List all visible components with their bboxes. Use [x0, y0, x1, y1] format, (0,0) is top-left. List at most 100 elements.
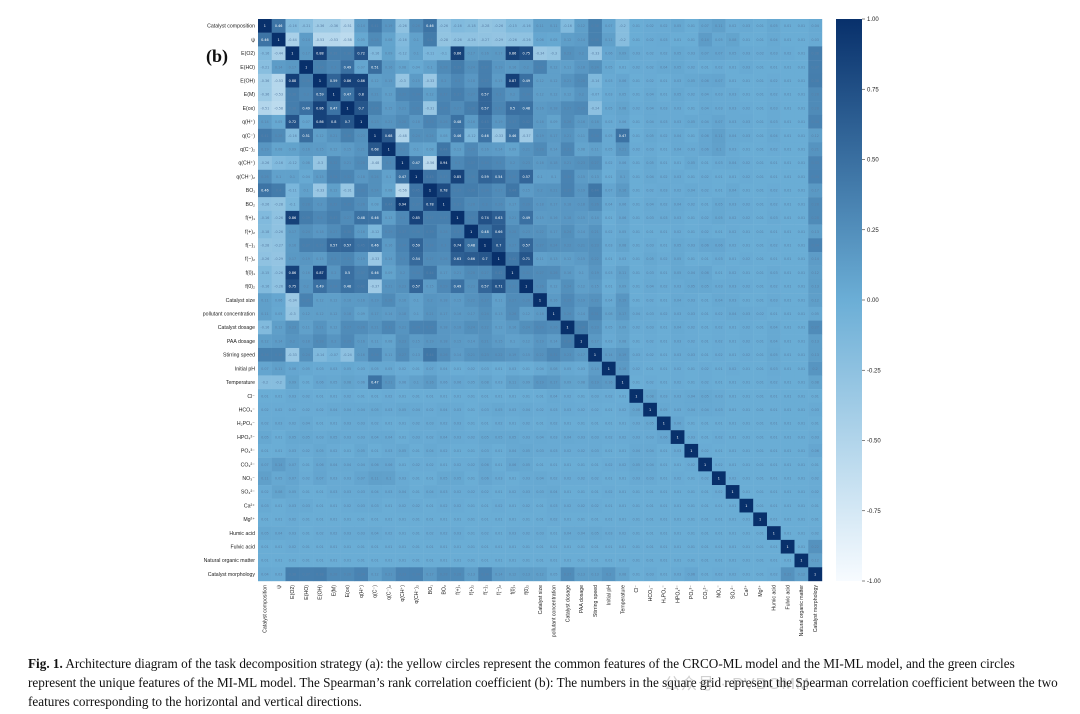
column-label: Stirring speed	[593, 585, 599, 617]
cell-value-label: 0.01	[467, 545, 475, 549]
row-label: H₂PO₄⁻	[237, 421, 255, 427]
cell-value-label: 0.01	[756, 134, 764, 138]
cell-value-label: 0.02	[564, 477, 572, 481]
heatmap-cell	[780, 142, 795, 157]
heatmap-cell	[656, 87, 671, 102]
row-label: Ca²⁺	[244, 503, 255, 509]
heatmap-cell	[285, 87, 300, 102]
cell-value-label: 0.24	[467, 326, 475, 330]
cell-value-label: 0.04	[646, 120, 654, 124]
cell-value-label: 0.12	[302, 312, 310, 316]
cell-value-label: 0.01	[798, 312, 806, 316]
cell-value-label: 0.01	[660, 161, 668, 165]
heatmap-cell	[808, 60, 823, 75]
heatmap-cell	[450, 87, 465, 102]
cell-value-label: 0.01	[798, 120, 806, 124]
cell-value-label: -0.3	[550, 52, 557, 56]
cell-value-label: 0.01	[729, 463, 737, 467]
cell-value-label: 0.01	[715, 518, 723, 522]
cell-value-label: 0.01	[467, 559, 475, 563]
cell-value-label: 0.11	[577, 134, 585, 138]
cell-value-label: 0.23	[399, 285, 407, 289]
heatmap-cell	[519, 128, 534, 143]
heatmap-cell	[601, 101, 616, 116]
cell-value-label: -0.26	[274, 230, 283, 234]
heatmap-cell	[780, 46, 795, 61]
cell-value-label: 0.19	[619, 353, 627, 357]
cell-value-label: 0.27	[344, 216, 352, 220]
cell-value-label: 0.01	[674, 504, 682, 508]
heatmap-cell	[340, 73, 355, 88]
cell-value-label: 0.01	[756, 38, 764, 42]
row-label: NO₃⁻	[242, 476, 255, 482]
cell-value-label: 0.01	[701, 161, 709, 165]
heatmap-cell	[326, 183, 341, 198]
cell-value-label: 0.34	[811, 243, 819, 247]
cell-value-label: 0.01	[784, 518, 792, 522]
cell-value-label: 0.04	[688, 189, 696, 193]
cell-value-label: 0.02	[743, 175, 751, 179]
cell-value-label: 0.02	[330, 449, 338, 453]
cell-value-label: 0.21	[509, 216, 517, 220]
cell-value-label: 0.03	[646, 243, 654, 247]
row-label: E(O2)	[241, 51, 255, 57]
cell-value-label: 0.05	[688, 120, 696, 124]
cell-value-label: 0.01	[316, 559, 324, 563]
cell-value-label: 0.01	[756, 175, 764, 179]
cell-value-label: 0.01	[467, 449, 475, 453]
cell-value-label: 0.34	[509, 175, 517, 179]
cell-value-label: 0.01	[330, 504, 338, 508]
column-label: Natural organic matter	[799, 585, 805, 637]
heatmap-cell	[670, 46, 685, 61]
column-label: Humic acid	[772, 585, 778, 611]
cell-value-label: 0.01	[509, 559, 517, 563]
heatmap-cell	[780, 60, 795, 75]
heatmap-cell	[684, 32, 699, 47]
cell-value-label: -0.26	[522, 38, 531, 42]
cell-value-label: 0.02	[316, 408, 324, 412]
heatmap-cell	[478, 19, 493, 33]
heatmap-cell	[684, 60, 699, 75]
cell-value-label: -0.26	[274, 216, 283, 220]
cell-value-label: 0.03	[289, 504, 297, 508]
cell-value-label: 0.01	[522, 367, 530, 371]
cell-value-label: 0.06	[399, 381, 407, 385]
cell-value-label: -0.26	[260, 257, 269, 261]
cell-value-label: 0.02	[385, 531, 393, 535]
cell-value-label: 0.01	[660, 230, 668, 234]
heatmap-cell	[478, 87, 493, 102]
cell-value-label: 0.02	[701, 477, 709, 481]
cell-value-label: 0.17	[577, 353, 585, 357]
cell-value-label: 0.11	[536, 24, 544, 28]
cell-value-label: 0.39	[454, 65, 462, 69]
cell-value-label: 0.24	[426, 134, 434, 138]
cell-value-label: 0.15	[591, 285, 599, 289]
cell-value-label: 0.01	[454, 518, 462, 522]
cell-value-label: 0.06	[509, 463, 517, 467]
cell-value-label: 0.12	[811, 298, 819, 302]
cell-value-label: -0.18	[467, 24, 476, 28]
cell-value-label: 0.27	[564, 106, 572, 110]
cell-value-label: 0.2	[579, 52, 584, 56]
cell-value-label: 0.37	[454, 202, 462, 206]
heatmap-cell	[381, 46, 396, 61]
cell-value-label: 0.01	[756, 230, 764, 234]
cell-value-label: -0.44	[288, 38, 297, 42]
cell-value-label: 0.01	[701, 257, 709, 261]
row-label: q(C⁻)	[242, 133, 255, 139]
cell-value-label: 0.37	[481, 79, 489, 83]
heatmap-cell	[684, 169, 699, 184]
cell-value-label: 0.01	[660, 148, 668, 152]
cell-value-label: 0.3	[400, 216, 405, 220]
heatmap-cell	[285, 101, 300, 116]
cell-value-label: 1	[773, 531, 775, 535]
heatmap-cell	[808, 46, 823, 61]
heatmap-cell	[285, 183, 300, 198]
cell-value-label: 0.51	[302, 134, 310, 138]
cell-value-label: 0.08	[550, 367, 558, 371]
cell-value-label: 0.01	[357, 394, 365, 398]
cell-value-label: 0.15	[316, 257, 324, 261]
cell-value-label: 0.18	[302, 339, 310, 343]
cell-value-label: 0.01	[633, 545, 641, 549]
cell-value-label: 0.06	[619, 161, 627, 165]
